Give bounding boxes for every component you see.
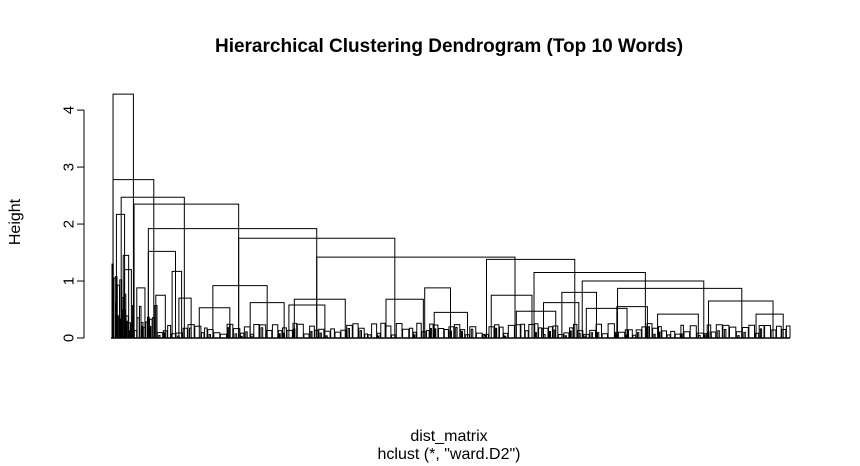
dendrogram-link: [147, 228, 318, 338]
dendrogram-link: [136, 287, 146, 338]
y-tick-label: 2: [60, 220, 77, 228]
dendrogram-link: [385, 298, 424, 338]
dendrogram-link: [198, 307, 231, 338]
dendrogram-link: [424, 287, 451, 338]
dendrogram-leaves: [111, 263, 791, 339]
method-sublabel: hclust (*, "ward.D2"): [378, 446, 521, 463]
dendrogram-link: [316, 256, 516, 338]
dendrogram-link: [561, 291, 597, 338]
dendrogram-link: [755, 313, 784, 338]
dendrogram-link: [581, 280, 705, 338]
chart-title: Hierarchical Clustering Dendrogram (Top …: [215, 36, 683, 57]
dendrogram-link: [293, 298, 346, 338]
dendrogram-link: [533, 271, 646, 338]
dendrogram-links: [112, 93, 784, 338]
dendrogram-link: [657, 313, 699, 338]
dendrogram-link: [133, 203, 240, 338]
dendrogram-link: [485, 258, 576, 338]
y-axis-label: Height: [7, 198, 24, 245]
dendrogram-link: [585, 307, 628, 338]
y-tick-label: 1: [60, 277, 77, 285]
dendrogram-link: [147, 250, 177, 338]
dendrogram-link: [122, 254, 130, 338]
dendrogram-link: [249, 302, 285, 338]
dendrogram-link: [288, 304, 326, 338]
dendrogram-link: [178, 297, 192, 338]
dendrogram-link: [238, 237, 396, 338]
x-axis-label: dist_matrix: [410, 428, 487, 445]
y-tick-label: 3: [60, 163, 77, 171]
dendrogram-link: [617, 287, 743, 338]
y-tick-label: 0: [60, 334, 77, 342]
dendrogram-link: [155, 294, 166, 338]
dendrogram-link: [120, 196, 185, 338]
y-tick-label: 4: [60, 106, 77, 114]
dendrogram-leaf-branches: [111, 263, 791, 338]
y-axis: 0 1 2 3 4: [60, 106, 85, 342]
dendrogram-link: [490, 294, 533, 338]
dendrogram-link: [616, 306, 648, 338]
dendrogram-link: [112, 179, 155, 338]
dendrogram-link: [543, 302, 580, 338]
dendrogram-link: [212, 285, 268, 338]
dendrogram-link: [708, 300, 774, 338]
dendrogram-link: [171, 270, 183, 338]
